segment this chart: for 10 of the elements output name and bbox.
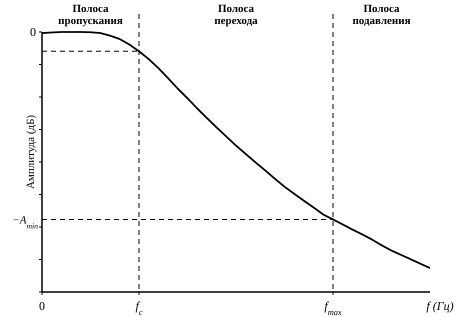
x-tick-label: f$_{c}$ (135, 299, 143, 316)
text: Полоса подавления (352, 3, 411, 27)
x-tick-label: f$_{max}$ (324, 299, 342, 316)
y-axis-title: Амплитуда (дБ) (25, 114, 37, 190)
x-tick-label: 0 (39, 299, 45, 313)
ref-line-label: −A$_{min}$ (12, 214, 38, 230)
x-axis-title: f (Гц) (426, 299, 454, 313)
text: Полоса перехода (214, 3, 258, 27)
text: 0 (30, 25, 36, 39)
text: Полоса пропускания (58, 3, 123, 27)
